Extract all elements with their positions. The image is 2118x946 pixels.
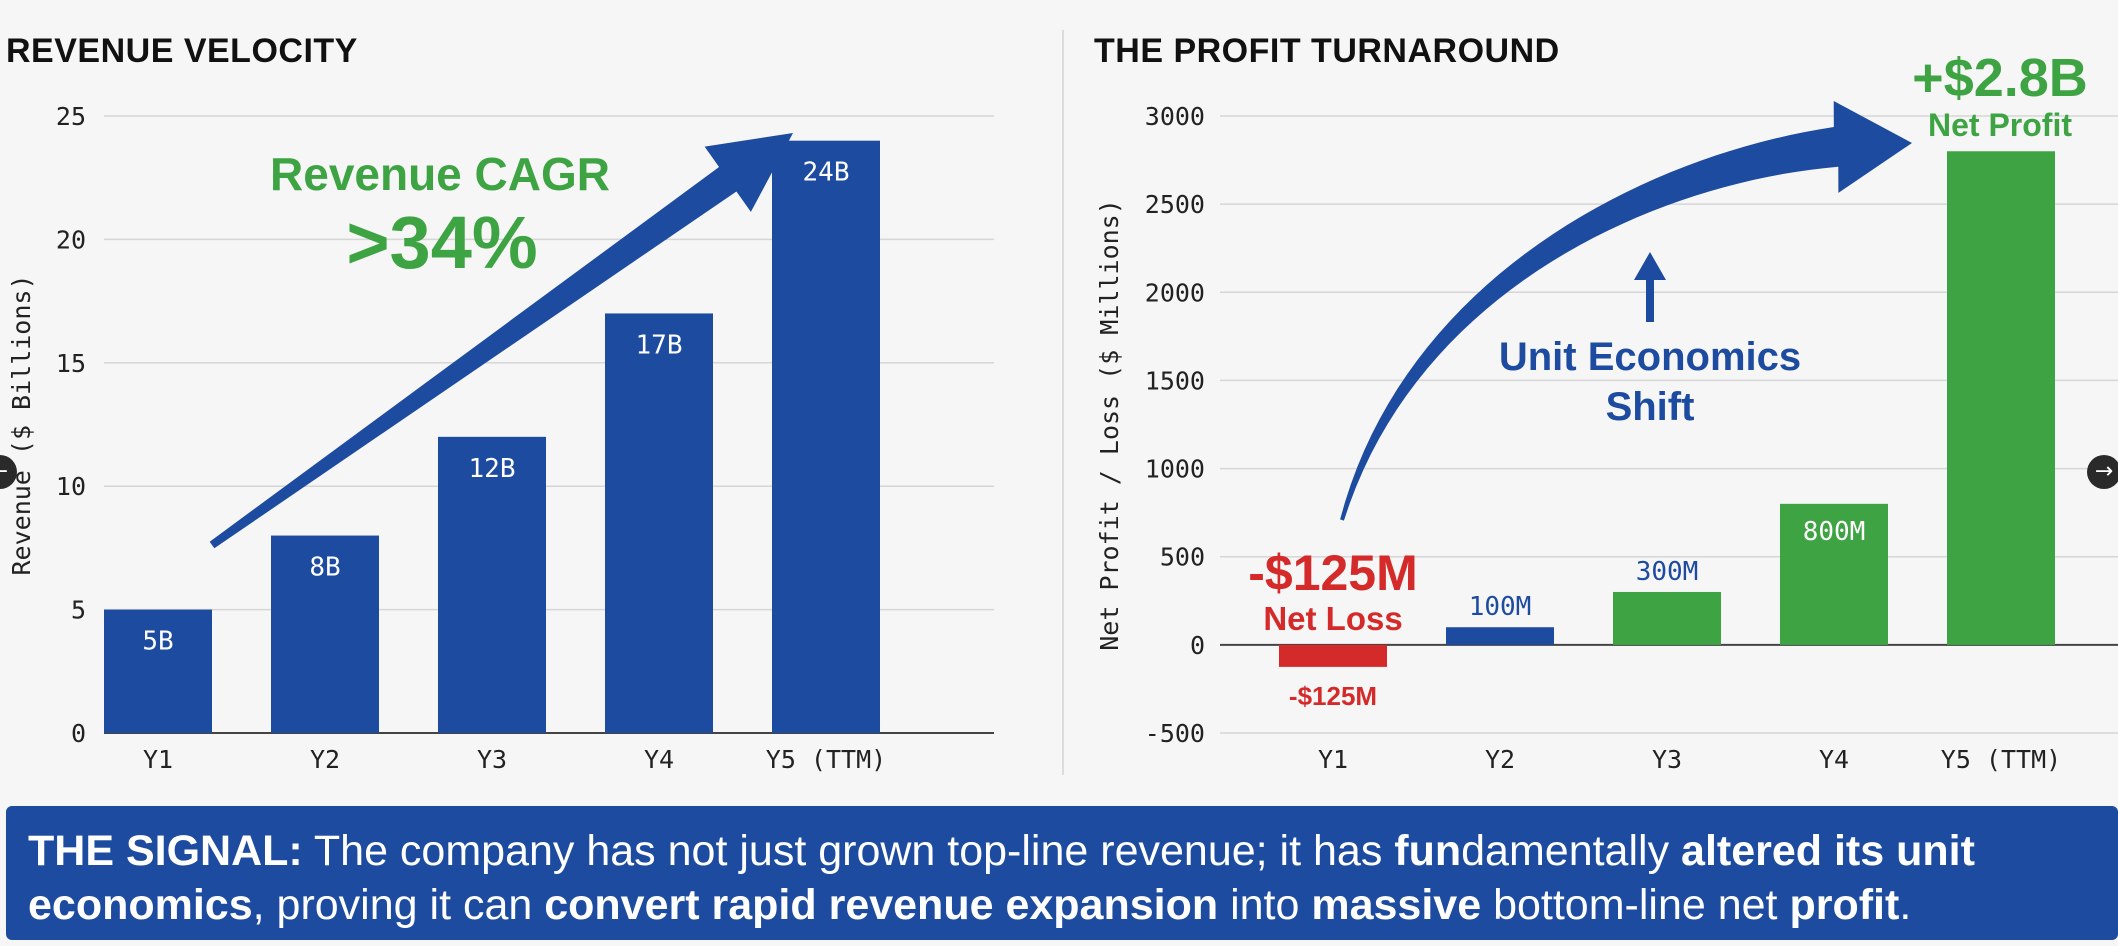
revenue-bar (438, 436, 546, 733)
y-tick-label: 0 (71, 719, 86, 748)
profit-bar (1279, 644, 1387, 667)
signal-text: damentally (1461, 827, 1682, 875)
x-tick-label: Y2 (1485, 745, 1515, 774)
revenue-bar (605, 313, 713, 733)
growth-arrow (209, 133, 793, 549)
shift-label: Unit Economics (1499, 335, 1801, 379)
profit-bar (1780, 503, 1888, 645)
y-tick-label: 0 (1190, 631, 1205, 660)
x-tick-label: Y3 (477, 745, 507, 774)
y-axis-label: Revenue ($ Billions) (7, 274, 36, 575)
bar-value-label: 5B (142, 627, 173, 657)
revenue-chart-title: REVENUE VELOCITY (6, 32, 358, 70)
charts-canvas: 0 5 10 15 20 25 Revenue ($ Billions) 5B Y1 8B Y2 12… (7, 30, 2118, 775)
signal-text: into (1218, 881, 1312, 929)
y-tick-label: 5 (71, 596, 86, 625)
y-tick-label: 1500 (1145, 366, 1205, 395)
next-slide-button[interactable]: → (2087, 455, 2118, 489)
y-axis-label: Net Profit / Loss ($ Millions) (1095, 199, 1124, 651)
signal-bold: massive (1311, 881, 1482, 929)
profit-bar (1613, 591, 1721, 645)
profit-chart-title: THE PROFIT TURNAROUND (1094, 32, 1560, 70)
revenue-bar (104, 609, 212, 733)
signal-text: , proving it can (252, 881, 545, 929)
revenue-bar (271, 535, 379, 733)
x-tick-label: Y4 (1819, 745, 1849, 774)
x-tick-label: Y3 (1652, 745, 1682, 774)
profit-bar (1947, 151, 2055, 645)
x-tick-label: Y1 (1318, 745, 1348, 774)
arrow-right-icon: → (2094, 459, 2114, 484)
bar-value-label: 17B (636, 330, 683, 360)
bar-value-label: 100M (1469, 592, 1532, 622)
bar-value-label: 8B (309, 553, 340, 583)
signal-bold: altered its unit economics (28, 827, 1975, 929)
x-tick-label: Y2 (310, 745, 340, 774)
cagr-value: >34% (346, 201, 537, 284)
profit-chart: -500 0 500 1000 1500 2000 2500 3000 Net Profit /… (1095, 48, 2118, 774)
up-arrow-icon (1634, 252, 1666, 322)
cagr-label: Revenue CAGR (270, 148, 610, 200)
y-tick-label: -500 (1145, 719, 1205, 748)
profit-bar (1446, 627, 1554, 645)
x-tick-label: Y1 (143, 745, 173, 774)
shift-label: Shift (1606, 385, 1695, 429)
signal-bold: profit (1789, 881, 1900, 929)
y-tick-label: 500 (1160, 543, 1205, 572)
prev-slide-button[interactable]: − (0, 455, 17, 489)
profit-callout: +$2.8B (1912, 48, 2088, 108)
signal-bold: fun (1394, 827, 1462, 875)
bar-value-label: 300M (1636, 557, 1699, 587)
revenue-bar (772, 140, 880, 733)
turnaround-arrow (1340, 100, 1912, 521)
y-tick-label: 3000 (1145, 102, 1205, 131)
y-tick-label: 25 (56, 102, 86, 131)
y-tick-label: 20 (56, 225, 86, 254)
signal-text: The company has not just grown top-line … (302, 827, 1395, 875)
y-tick-label: 2500 (1145, 190, 1205, 219)
x-tick-label: Y5 (TTM) (766, 745, 886, 774)
bar-value-label: 12B (469, 454, 516, 484)
y-tick-label: 10 (56, 472, 86, 501)
signal-banner: THE SIGNAL: The company has not just gro… (6, 806, 2118, 940)
bar-value-label: -$125M (1289, 681, 1377, 711)
loss-callout-sub: Net Loss (1263, 600, 1402, 637)
x-tick-label: Y4 (644, 745, 674, 774)
minus-icon: − (0, 459, 9, 484)
bar-value-label: 800M (1803, 517, 1866, 547)
signal-text: . (1899, 881, 1912, 929)
profit-callout-sub: Net Profit (1928, 107, 2072, 143)
revenue-chart: 0 5 10 15 20 25 Revenue ($ Billions) 5B Y1 8B Y2 12… (7, 102, 994, 774)
loss-callout: -$125M (1248, 545, 1418, 601)
bar-value-label: 24B (803, 158, 850, 188)
signal-lead: THE SIGNAL: (28, 827, 303, 875)
y-tick-label: 2000 (1145, 278, 1205, 307)
y-tick-label: 15 (56, 349, 86, 378)
x-tick-label: Y5 (TTM) (1941, 745, 2061, 774)
signal-text: bottom-line net (1481, 881, 1790, 929)
y-tick-label: 1000 (1145, 455, 1205, 484)
signal-bold: convert rapid revenue expansion (544, 881, 1219, 929)
